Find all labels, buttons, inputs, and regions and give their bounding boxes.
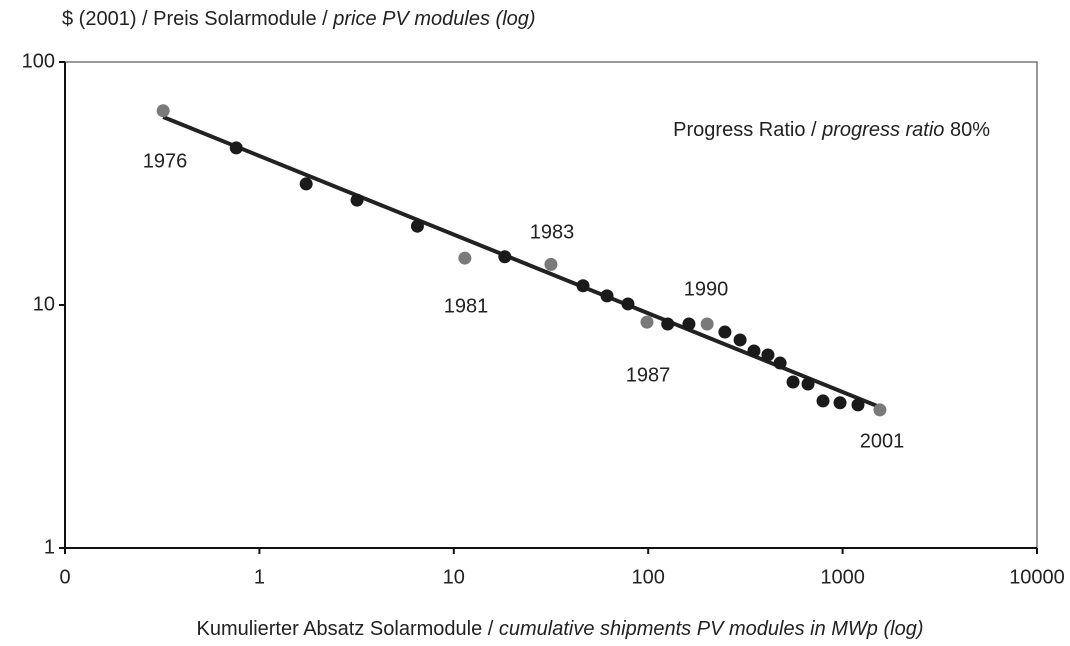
point: [851, 398, 865, 412]
point: [600, 289, 614, 303]
point: [640, 315, 654, 329]
x-tick-label: 10: [443, 566, 465, 588]
point: [299, 177, 313, 191]
point: [410, 219, 424, 233]
x-axis-title-part: Kumulierter Absatz Solarmodule /: [197, 618, 499, 640]
x-axis-title-part: cumulative shipments PV modules in MWp (…: [499, 618, 924, 640]
point: [576, 279, 590, 293]
ratio-part: 80%: [944, 119, 990, 141]
point: [747, 344, 761, 358]
point: [816, 394, 830, 408]
ratio-part: progress ratio: [821, 119, 944, 141]
y-tick-label: 10: [33, 293, 55, 315]
point: [801, 377, 815, 391]
y-tick-label: 100: [22, 50, 55, 72]
year-label: 1981: [444, 295, 489, 317]
y-axis-title-part: $ (2001) / Preis Solarmodule /: [62, 8, 333, 30]
y-tick-label: 1: [44, 536, 55, 558]
x-axis-title: Kumulierter Absatz Solarmodule / cumulat…: [197, 618, 924, 640]
point: [718, 325, 732, 339]
ratio-part: Progress Ratio /: [673, 119, 822, 141]
point: [873, 403, 887, 417]
point: [458, 251, 472, 265]
x-tick-label: 1: [254, 566, 265, 588]
x-tick-label: 0: [59, 566, 70, 588]
year-label: 1990: [684, 278, 729, 300]
point: [621, 297, 635, 311]
point: [350, 193, 364, 207]
trend-line: [162, 115, 881, 409]
point: [761, 348, 775, 362]
point: [733, 333, 747, 347]
year-label: 1976: [143, 150, 188, 172]
point: [498, 250, 512, 264]
year-label: 1987: [626, 364, 671, 386]
x-tick-label: 10000: [1009, 566, 1065, 588]
point: [773, 356, 787, 370]
point: [544, 257, 558, 271]
point: [833, 396, 847, 410]
x-tick-label: 1000: [820, 566, 865, 588]
point: [156, 104, 170, 118]
year-label: 2001: [860, 430, 905, 452]
point: [682, 317, 696, 331]
ratio-annotation: Progress Ratio / progress ratio 80%: [673, 119, 990, 141]
point: [661, 317, 675, 331]
y-axis-title-part: price PV modules (log): [332, 8, 535, 30]
point: [700, 317, 714, 331]
year-label: 1983: [530, 221, 575, 243]
point: [786, 375, 800, 389]
point: [229, 141, 243, 155]
y-axis-title: $ (2001) / Preis Solarmodule / price PV …: [62, 8, 536, 30]
x-tick-label: 100: [632, 566, 665, 588]
